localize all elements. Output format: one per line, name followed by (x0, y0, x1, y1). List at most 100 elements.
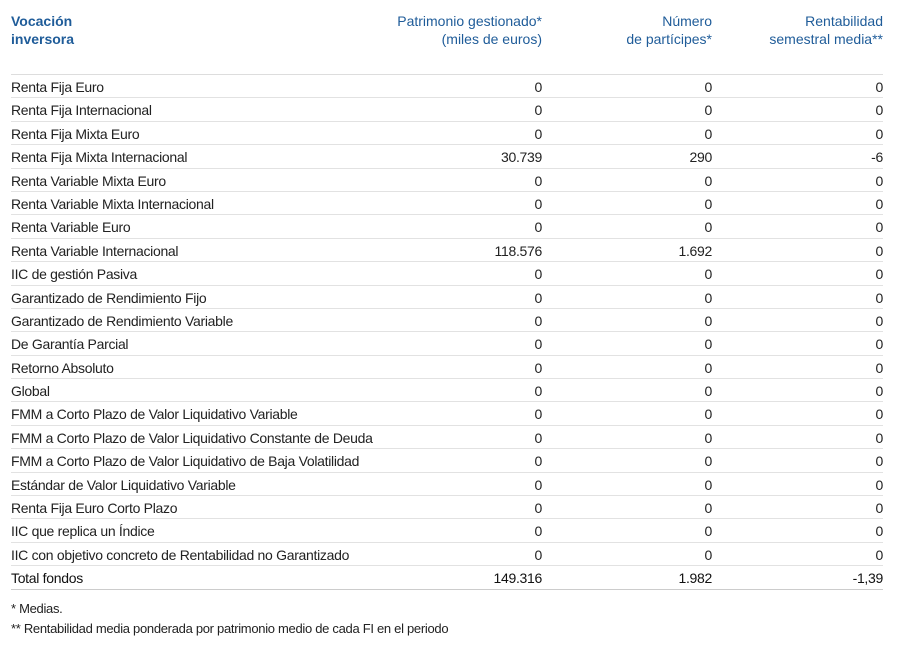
row-patrimonio: 0 (534, 195, 543, 212)
row-rentabilidad: 0 (875, 500, 884, 517)
row-rentabilidad: 0 (875, 453, 884, 470)
row-patrimonio: 0 (534, 406, 543, 423)
row-patrimonio: 149.316 (493, 570, 542, 587)
table-row: FMM a Corto Plazo de Valor Liquidativo V… (11, 402, 884, 426)
row-rentabilidad: 0 (875, 172, 884, 189)
row-patrimonio: 30.739 (500, 149, 542, 166)
row-label: Renta Fija Mixta Euro (11, 125, 140, 142)
row-rentabilidad: 0 (875, 476, 884, 493)
row-participes: 0 (704, 406, 713, 423)
row-rentabilidad: 0 (875, 523, 884, 540)
header-line: Número (662, 13, 712, 29)
row-participes: 0 (704, 383, 713, 400)
header-line: Vocación (11, 13, 73, 29)
row-participes: 1.692 (678, 242, 712, 259)
row-label: Estándar de Valor Liquidativo Variable (11, 476, 236, 493)
row-rentabilidad: -1,39 (852, 570, 884, 587)
row-patrimonio: 0 (534, 79, 543, 95)
row-label: FMM a Corto Plazo de Valor Liquidativo d… (11, 453, 360, 470)
funds-table: Renta Fija Euro 0 0 0 Renta Fija Internacion… (11, 74, 883, 590)
row-rentabilidad: 0 (875, 429, 884, 446)
row-patrimonio: 0 (534, 546, 543, 563)
header-participes: Número de partícipes* (626, 12, 712, 48)
row-patrimonio: 0 (534, 453, 543, 470)
row-participes: 0 (704, 500, 713, 517)
table-row: Renta Variable Euro 0 0 0 (11, 215, 883, 239)
row-label: Renta Fija Mixta Internacional (11, 149, 188, 166)
row-label: Renta Fija Euro Corto Plazo (11, 500, 178, 517)
table-row: Renta Variable Internacional 118.576 1.692… (11, 239, 884, 263)
row-patrimonio: 0 (534, 102, 543, 119)
row-rentabilidad: 0 (875, 266, 884, 283)
row-label: IIC que replica un Índice (11, 523, 155, 540)
row-label: Renta Variable Mixta Internacional (11, 195, 214, 212)
row-rentabilidad: 0 (875, 289, 884, 306)
footnotes: * Medias. ** Rentabilidad media ponderad… (11, 599, 449, 639)
row-patrimonio: 0 (534, 476, 543, 493)
table-row: Renta Fija Euro Corto Plazo 0 0 0 (11, 496, 884, 520)
table-row: Renta Fija Euro 0 0 0 (11, 75, 883, 99)
row-label: FMM a Corto Plazo de Valor Liquidativo C… (11, 429, 373, 446)
row-patrimonio: 0 (534, 219, 543, 236)
table-row: Retorno Absoluto 0 0 0 (11, 356, 884, 380)
row-patrimonio: 0 (534, 289, 543, 306)
row-label: Renta Fija Euro (11, 79, 104, 95)
row-label: De Garantía Parcial (11, 336, 129, 353)
header-line: Patrimonio gestionado* (397, 13, 542, 29)
row-patrimonio: 0 (534, 523, 543, 540)
header-line: (miles de euros) (441, 31, 542, 47)
table-row: Renta Variable Mixta Internacional 0 0 0 (11, 192, 884, 216)
header-line: Rentabilidad (805, 13, 883, 29)
row-patrimonio: 0 (534, 500, 543, 517)
row-label: Global (11, 383, 50, 400)
row-label: IIC con objetivo concreto de Rentabilida… (11, 546, 350, 563)
footnote-rentabilidad: ** Rentabilidad media ponderada por patr… (11, 621, 449, 636)
header-line: de partícipes* (626, 31, 712, 47)
row-participes: 0 (704, 79, 713, 95)
row-patrimonio: 0 (534, 312, 543, 329)
row-participes: 0 (704, 453, 713, 470)
table-row: Renta Variable Mixta Euro 0 0 0 (11, 169, 883, 192)
row-participes: 0 (704, 195, 713, 212)
row-patrimonio: 0 (534, 359, 543, 376)
row-participes: 0 (704, 102, 713, 119)
header-line: semestral media** (769, 31, 883, 47)
table-row: IIC que replica un Índice 0 0 0 (11, 519, 884, 543)
table-row: IIC con objetivo concreto de Rentabilida… (11, 543, 883, 567)
row-participes: 0 (704, 336, 713, 353)
row-rentabilidad: 0 (875, 242, 884, 259)
row-patrimonio: 0 (534, 266, 543, 283)
row-label: Renta Variable Euro (11, 219, 131, 236)
table-row: Renta Fija Internacional 0 0 0 (11, 98, 883, 122)
table-row: FMM a Corto Plazo de Valor Liquidativo d… (11, 449, 884, 473)
row-rentabilidad: 0 (875, 125, 884, 142)
row-participes: 0 (704, 523, 713, 540)
table-row: Garantizado de Rendimiento Fijo 0 0 0 (11, 286, 883, 309)
row-participes: 0 (704, 312, 713, 329)
row-patrimonio: 0 (534, 125, 543, 142)
row-rentabilidad: 0 (875, 195, 884, 212)
row-label: Retorno Absoluto (11, 359, 114, 376)
header-patrimonio: Patrimonio gestionado* (miles de euros) (397, 12, 542, 48)
row-patrimonio: 0 (534, 429, 543, 446)
row-label: Renta Variable Mixta Euro (11, 172, 166, 189)
row-participes: 0 (704, 476, 713, 493)
footnote-medias: * Medias. (11, 601, 63, 616)
row-participes: 290 (689, 149, 713, 166)
row-patrimonio: 0 (534, 336, 543, 353)
header-rentabilidad: Rentabilidad semestral media** (769, 12, 883, 48)
row-rentabilidad: 0 (875, 359, 884, 376)
row-rentabilidad: 0 (875, 406, 884, 423)
row-participes: 0 (704, 359, 713, 376)
row-rentabilidad: 0 (875, 312, 884, 329)
row-label: IIC de gestión Pasiva (11, 266, 137, 283)
table-row: IIC de gestión Pasiva 0 0 0 (11, 262, 884, 286)
row-participes: 1.982 (678, 570, 712, 587)
row-label: Garantizado de Rendimiento Fijo (11, 289, 207, 306)
row-participes: 0 (704, 546, 713, 563)
row-patrimonio: 0 (534, 172, 543, 189)
table-row: Estándar de Valor Liquidativo Variable 0 0… (11, 473, 884, 497)
header-vocacion: Vocación inversora (11, 12, 74, 48)
row-participes: 0 (704, 429, 713, 446)
row-rentabilidad: 0 (875, 383, 884, 400)
